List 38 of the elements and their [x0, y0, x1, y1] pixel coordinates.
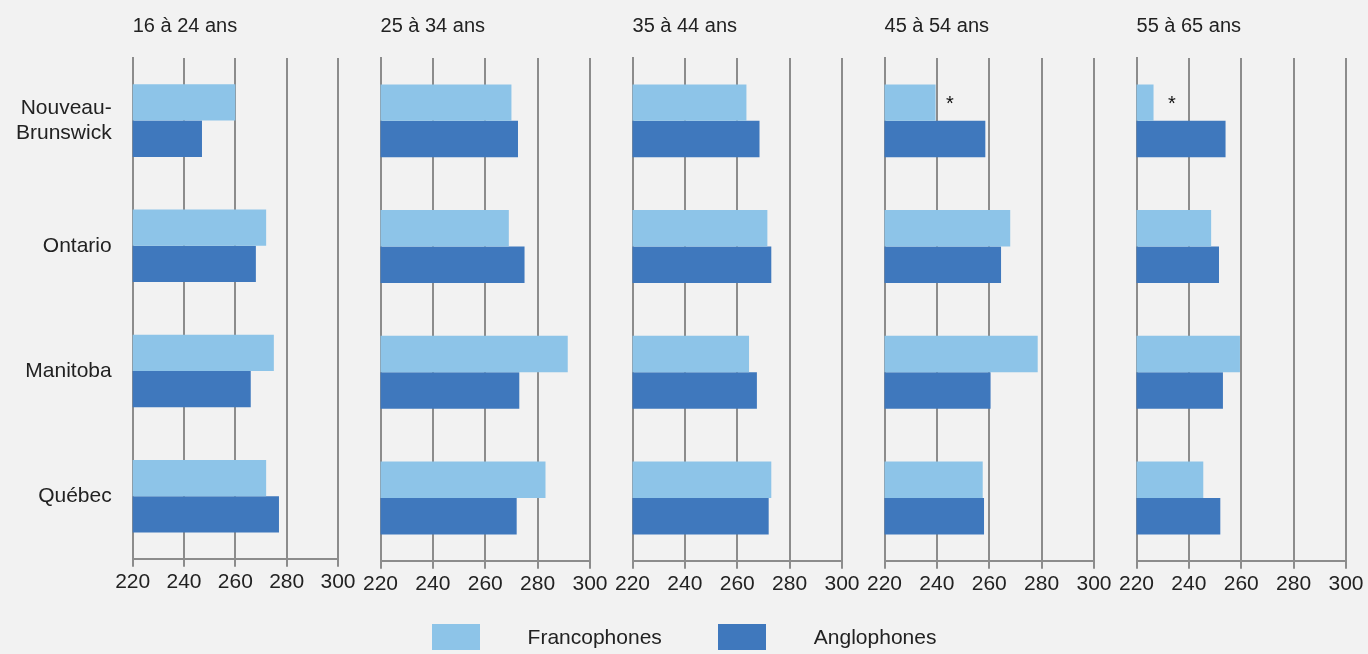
x-tick-label: 300: [572, 571, 608, 595]
annotation: *: [1167, 92, 1176, 115]
chart-title: 25 à 34 ans: [380, 13, 486, 36]
x-tick-label: 260: [467, 571, 503, 595]
x-tick-label: 240: [1171, 571, 1207, 595]
annotation: *: [946, 92, 955, 115]
chart-title: 35 à 44 ans: [632, 13, 738, 36]
x-tick-label: 220: [867, 571, 903, 595]
y-tick-label: Ontario: [42, 232, 112, 256]
y-tick-label: Nouveau-Brunswick: [15, 94, 113, 143]
x-tick-label: 260: [217, 569, 253, 593]
x-tick-label: 280: [520, 571, 556, 595]
x-tick-label: 240: [919, 571, 955, 595]
chart-title: 55 à 65 ans: [1136, 13, 1242, 36]
legend-label: Francophones: [527, 625, 662, 649]
y-tick-label: Québec: [38, 483, 112, 506]
x-tick-label: 280: [269, 569, 305, 593]
x-tick-label: 300: [824, 571, 860, 595]
x-tick-label: 280: [1024, 571, 1060, 595]
x-tick-label: 220: [115, 569, 151, 593]
x-tick-label: 260: [1223, 571, 1259, 595]
chart-title: 45 à 54 ans: [884, 13, 990, 36]
legend-label: Anglophones: [813, 625, 937, 649]
y-tick-label: Manitoba: [25, 357, 113, 381]
x-tick-label: 240: [415, 571, 451, 595]
x-tick-label: 260: [719, 571, 755, 595]
x-tick-label: 220: [615, 571, 651, 595]
chart-title: 16 à 24 ans: [132, 13, 238, 36]
x-tick-label: 300: [1328, 571, 1364, 595]
x-tick-label: 220: [1119, 571, 1155, 595]
x-tick-label: 280: [1276, 571, 1312, 595]
x-tick-label: 220: [363, 571, 399, 595]
x-tick-label: 240: [667, 571, 703, 595]
x-tick-label: 300: [1076, 571, 1112, 595]
x-tick-label: 280: [772, 571, 808, 595]
x-tick-label: 240: [166, 569, 202, 593]
x-tick-label: 260: [971, 571, 1007, 595]
x-tick-label: 300: [320, 569, 356, 593]
